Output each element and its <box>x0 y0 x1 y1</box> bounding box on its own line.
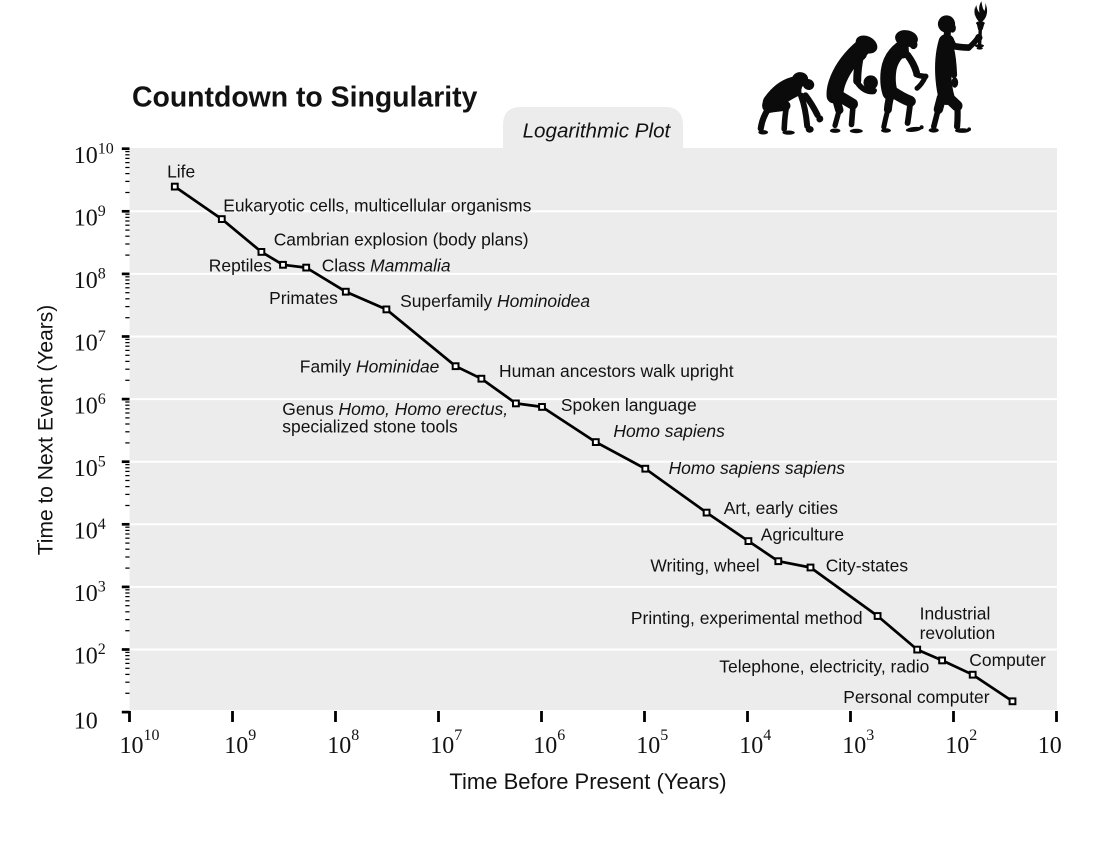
svg-text:Logarithmic Plot: Logarithmic Plot <box>523 120 672 143</box>
svg-text:Art, early cities: Art, early cities <box>724 498 839 518</box>
svg-text:Printing, experimental method: Printing, experimental method <box>631 608 863 628</box>
svg-text:108: 108 <box>74 266 106 295</box>
svg-text:104: 104 <box>74 516 106 545</box>
svg-text:Life: Life <box>167 161 195 181</box>
svg-text:10: 10 <box>1038 733 1062 759</box>
svg-text:Spoken language: Spoken language <box>561 395 697 415</box>
svg-text:City-states: City-states <box>826 555 909 575</box>
svg-text:Family Hominidae: Family Hominidae <box>300 357 440 377</box>
svg-text:Telephone, electricity, radio: Telephone, electricity, radio <box>719 657 929 677</box>
svg-text:Time Before Present (Years): Time Before Present (Years) <box>449 769 726 794</box>
svg-text:105: 105 <box>636 727 668 759</box>
svg-text:Writing, wheel: Writing, wheel <box>650 555 759 575</box>
svg-text:109: 109 <box>74 203 106 232</box>
svg-text:106: 106 <box>533 727 565 759</box>
svg-text:105: 105 <box>74 453 106 482</box>
svg-text:Primates: Primates <box>269 288 338 308</box>
svg-text:Countdown to Singularity: Countdown to Singularity <box>132 82 478 114</box>
svg-text:1010: 1010 <box>74 140 114 169</box>
svg-text:106: 106 <box>74 391 106 420</box>
svg-text:1010: 1010 <box>120 727 160 759</box>
svg-text:revolution: revolution <box>920 623 996 643</box>
svg-text:Homo sapiens sapiens: Homo sapiens sapiens <box>669 458 846 478</box>
svg-text:specialized stone tools: specialized stone tools <box>282 416 458 436</box>
svg-text:103: 103 <box>74 579 106 608</box>
svg-text:Class Mammalia: Class Mammalia <box>322 256 451 276</box>
svg-text:Agriculture: Agriculture <box>761 525 844 545</box>
svg-text:107: 107 <box>74 328 106 357</box>
svg-text:Computer: Computer <box>969 650 1046 670</box>
svg-text:Superfamily Hominoidea: Superfamily Hominoidea <box>400 291 590 311</box>
svg-text:Time to Next Event (Years): Time to Next Event (Years) <box>35 305 58 556</box>
svg-text:102: 102 <box>945 727 977 759</box>
svg-text:102: 102 <box>74 641 106 670</box>
svg-text:107: 107 <box>430 727 462 759</box>
svg-text:Cambrian explosion (body plans: Cambrian explosion (body plans) <box>274 229 529 249</box>
svg-text:Genus Homo, Homo erectus,: Genus Homo, Homo erectus, <box>282 399 508 419</box>
svg-text:103: 103 <box>842 727 874 759</box>
svg-text:108: 108 <box>327 727 359 759</box>
svg-text:Eukaryotic cells, multicellula: Eukaryotic cells, multicellular organism… <box>223 195 531 215</box>
svg-text:Industrial: Industrial <box>920 603 991 623</box>
svg-text:Personal computer: Personal computer <box>843 687 990 707</box>
svg-text:104: 104 <box>739 727 771 759</box>
svg-text:109: 109 <box>224 727 256 759</box>
svg-text:Reptiles: Reptiles <box>209 256 272 276</box>
svg-text:Homo sapiens: Homo sapiens <box>613 421 725 441</box>
svg-text:Human ancestors walk upright: Human ancestors walk upright <box>499 361 734 381</box>
svg-text:10: 10 <box>74 708 98 734</box>
